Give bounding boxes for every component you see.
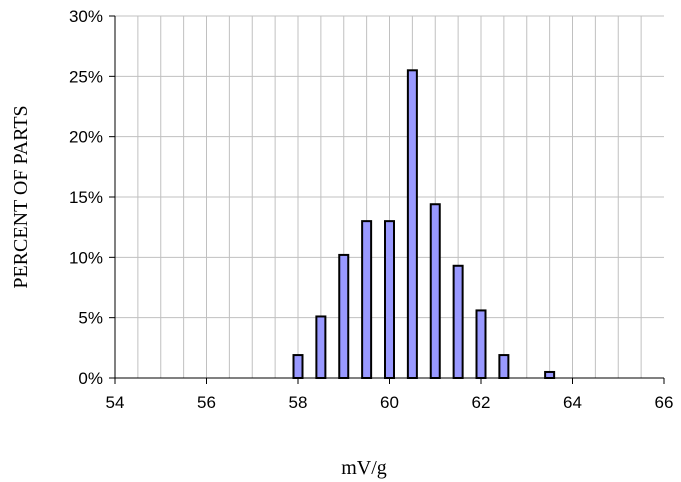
x-tick-label: 62 [472,393,491,412]
y-tick-label: 25% [69,67,103,86]
histogram-bar [384,220,395,379]
histogram-bar [361,220,373,379]
histogram-bar [498,354,510,379]
x-tick-labels: 54 56 58 60 62 64 66 [106,393,674,412]
histogram-bar [292,354,304,379]
histogram-bar [544,370,556,380]
y-axis-title: PERCENT OF PARTS [10,105,32,288]
y-tick-label: 10% [69,248,103,267]
x-tick-label: 58 [289,393,308,412]
histogram-bar [406,69,418,380]
x-tick-label: 64 [563,393,582,412]
x-tick-label: 56 [197,393,216,412]
x-tick-label: 60 [380,393,399,412]
axes [109,15,665,384]
y-tick-label: 5% [78,309,103,328]
y-tick-label: 0% [78,369,103,388]
histogram-bar [315,315,327,379]
plot-area [109,15,665,384]
histogram-bar [452,264,464,379]
histogram-bar [429,203,441,379]
x-axis-title: mV/g [341,457,387,479]
y-tick-label: 20% [69,128,103,147]
y-tick-label: 15% [69,188,103,207]
x-tick-label: 66 [655,393,674,412]
histogram-bar [338,253,350,379]
histogram-bar [475,309,487,379]
y-tick-label: 30% [69,7,103,26]
x-tick-label: 54 [106,393,125,412]
y-tick-labels: 0% 5% 10% 15% 20% 25% 30% [69,7,103,388]
